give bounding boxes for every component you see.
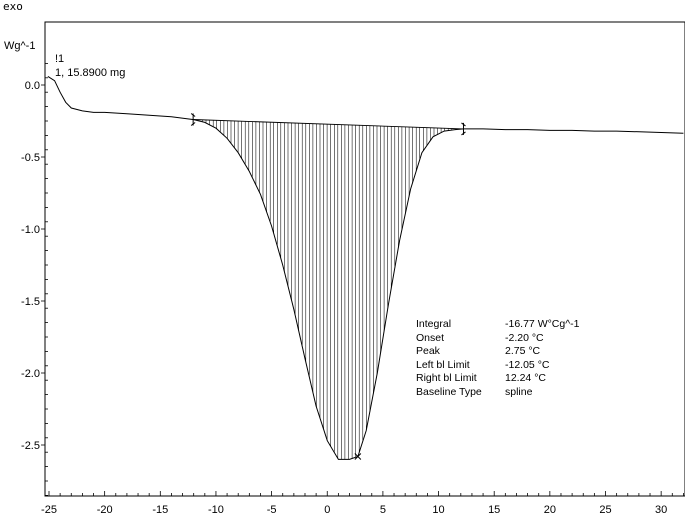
x-tick-label: 15 xyxy=(488,504,500,516)
result-label: Peak xyxy=(416,345,440,358)
result-row: Right bl Limit 12.24 °C xyxy=(416,372,579,386)
x-tick-label: 30 xyxy=(655,504,667,516)
limit-markers xyxy=(190,113,466,460)
result-row: Left bl Limit -12.05 °C xyxy=(416,359,579,373)
result-row: Baseline Type spline xyxy=(416,386,579,400)
x-tick-label: 20 xyxy=(544,504,556,516)
result-value: 12.24 °C xyxy=(505,372,546,385)
integration-hatching xyxy=(195,119,463,460)
sample-id: !1 xyxy=(55,53,65,65)
result-value: 2.75 °C xyxy=(505,345,541,358)
dsc-curve xyxy=(47,75,684,460)
x-tick-label: -10 xyxy=(208,504,224,516)
result-label: Integral xyxy=(416,318,452,330)
x-axis: -25 -20 -15 -10 -5 0 5 10 15 20 25 30 xyxy=(41,491,684,516)
x-tick-label: 10 xyxy=(432,504,444,516)
y-axis-label: Wg^-1 xyxy=(4,40,36,52)
result-row: Integral -16.77 W°Cg^-1 xyxy=(416,318,579,332)
result-value: -2.20 °C xyxy=(505,331,544,344)
result-value: -12.05 °C xyxy=(505,358,550,371)
y-tick-label: -1.5 xyxy=(21,296,40,308)
x-tick-label: -15 xyxy=(152,504,168,516)
result-label: Left bl Limit xyxy=(416,358,470,371)
x-tick-label: 25 xyxy=(599,504,611,516)
integration-baseline xyxy=(193,119,464,130)
x-tick-label: 0 xyxy=(324,504,330,516)
y-tick-label: -0.5 xyxy=(21,152,40,164)
result-label: Baseline Type xyxy=(416,385,482,398)
result-label: Right bl Limit xyxy=(416,372,477,385)
y-tick-label: -1.0 xyxy=(21,224,40,236)
result-row: Peak 2.75 °C xyxy=(416,345,579,359)
result-value: spline xyxy=(505,385,533,398)
results-table: Integral -16.77 W°Cg^-1 Onset -2.20 °C Pea… xyxy=(416,318,579,400)
exo-label: exo xyxy=(3,0,23,13)
y-tick-label: 0.0 xyxy=(25,80,40,92)
x-tick-label: -5 xyxy=(267,504,277,516)
y-axis: 0.0 -0.5 -1.0 -1.5 -2.0 -2.5 xyxy=(21,63,48,496)
plot-frame xyxy=(44,21,685,497)
peak-marker xyxy=(354,453,362,460)
baseline-limit-marker xyxy=(190,113,196,126)
result-label: Onset xyxy=(416,331,445,344)
y-tick-label: -2.0 xyxy=(21,368,40,380)
sample-label: !1 1, 15.8900 mg xyxy=(55,52,125,80)
x-tick-label: -20 xyxy=(97,504,113,516)
y-tick-label: -2.5 xyxy=(21,440,40,452)
x-tick-label: 5 xyxy=(380,504,386,516)
result-value: -16.77 W°Cg^-1 xyxy=(505,318,580,330)
result-row: Onset -2.20 °C xyxy=(416,332,579,346)
baseline-limit-marker xyxy=(461,122,466,136)
x-tick-label: -25 xyxy=(41,504,57,516)
sample-mass: 1, 15.8900 mg xyxy=(55,67,126,79)
